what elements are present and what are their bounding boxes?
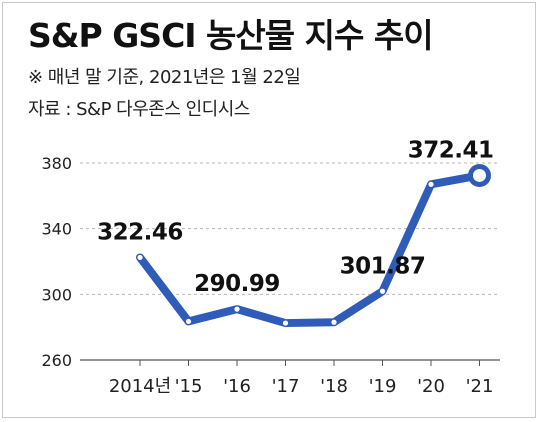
gridlines bbox=[80, 162, 500, 361]
data-point bbox=[331, 319, 337, 325]
y-tick-label: 300 bbox=[41, 285, 72, 304]
x-tick-label: '20 bbox=[417, 376, 445, 397]
series-line-group bbox=[136, 163, 491, 328]
x-tick-label: '15 bbox=[175, 376, 203, 397]
x-tick-label: '17 bbox=[272, 376, 300, 397]
y-tick-label: 380 bbox=[41, 154, 72, 173]
series-line bbox=[136, 171, 484, 328]
data-point bbox=[234, 306, 240, 312]
data-labels: 322.46 290.99 301.87 372.41 bbox=[97, 137, 494, 297]
x-tick-label: 2014년 bbox=[109, 376, 171, 397]
y-tick-labels: 260 300 340 380 bbox=[41, 154, 72, 370]
data-point bbox=[428, 181, 434, 187]
x-tick-label: '19 bbox=[369, 376, 397, 397]
data-point-highlight bbox=[468, 163, 491, 187]
data-point bbox=[185, 318, 192, 325]
data-point bbox=[137, 254, 143, 261]
chart-source: 자료 : S&P 다우존스 인디시스 bbox=[28, 99, 250, 120]
data-point bbox=[379, 288, 386, 294]
chart-frame bbox=[2, 2, 536, 418]
x-tick-label: '21 bbox=[466, 376, 494, 397]
data-label: 290.99 bbox=[194, 271, 280, 297]
y-tick-label: 340 bbox=[41, 220, 72, 239]
x-tick-label: '18 bbox=[320, 376, 348, 397]
data-label: 322.46 bbox=[97, 219, 183, 245]
y-tick-label: 260 bbox=[41, 351, 72, 370]
data-label: 301.87 bbox=[340, 253, 426, 279]
x-tick-label: '16 bbox=[223, 376, 251, 397]
data-point bbox=[282, 320, 289, 326]
chart-note: ※ 매년 말 기준, 2021년은 1월 22일 bbox=[28, 67, 301, 88]
x-tick-labels: 2014년 '15 '16 '17 '18 '19 '20 '21 bbox=[109, 360, 494, 397]
data-label: 372.41 bbox=[408, 137, 494, 163]
chart-title: S&P GSCI 농산물 지수 추이 bbox=[28, 16, 434, 55]
